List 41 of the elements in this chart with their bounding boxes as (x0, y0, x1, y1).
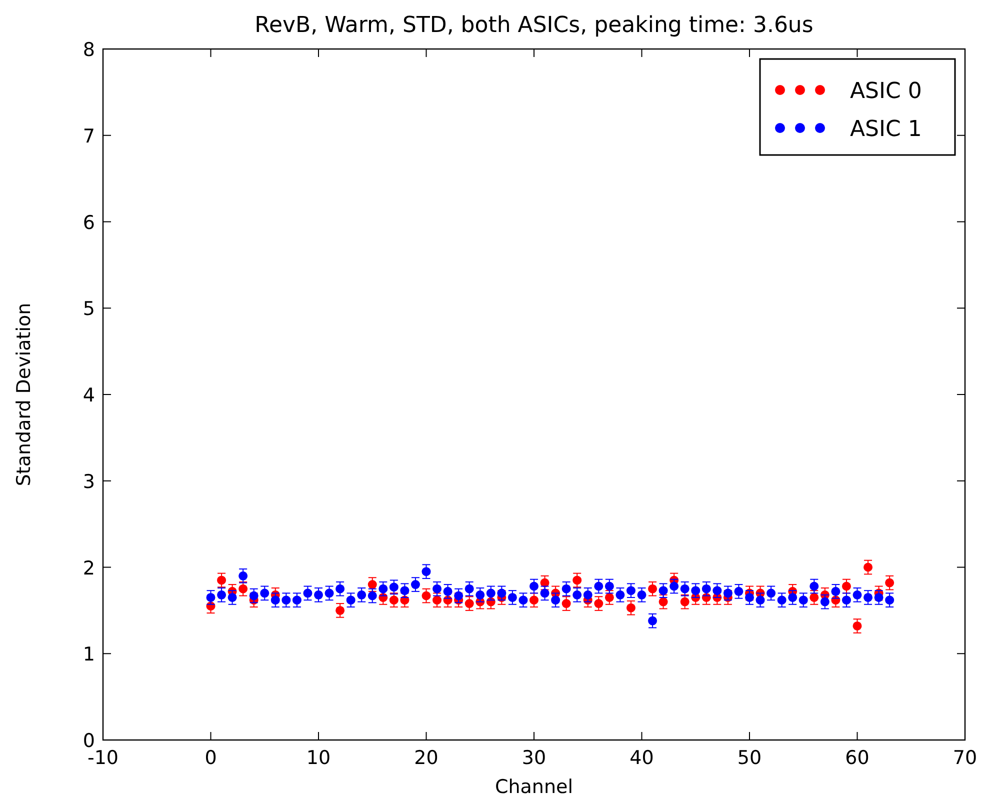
x-tick-label: 10 (306, 747, 331, 769)
y-axis-title: Standard Deviation (13, 302, 35, 486)
x-tick-label: 50 (737, 747, 762, 769)
x-tick-label: 0 (204, 747, 217, 769)
point (389, 596, 398, 605)
point (852, 621, 862, 630)
x-tick-label: 20 (414, 747, 438, 769)
y-tick-label: 6 (82, 212, 95, 234)
point (562, 599, 571, 608)
chart-title: RevB, Warm, STD, both ASICs, peaking time: 3.6us (254, 13, 814, 38)
point (238, 584, 248, 594)
y-tick-label: 5 (82, 298, 95, 320)
point (336, 606, 345, 615)
point (658, 597, 668, 606)
point (217, 576, 226, 585)
y-tick-label: 4 (82, 384, 95, 406)
point (530, 596, 538, 605)
point (594, 599, 604, 608)
y-tick-label: 8 (82, 39, 95, 61)
x-axis-title: Channel (494, 776, 574, 798)
point (540, 578, 550, 588)
y-tick-label: 1 (82, 644, 95, 666)
point (680, 597, 690, 606)
x-tick-label: 70 (952, 747, 978, 769)
legend-label: ASIC 1 (850, 117, 922, 142)
y-tick-label: 7 (82, 125, 95, 148)
y-tick-label: 2 (82, 557, 95, 580)
point (648, 584, 658, 594)
point (885, 578, 894, 588)
point (422, 591, 431, 600)
x-tick-label: 60 (845, 747, 870, 769)
point (572, 576, 582, 585)
point (842, 582, 851, 591)
point (864, 562, 873, 572)
legend-label: ASIC 0 (850, 79, 922, 104)
x-tick-label: 40 (630, 747, 654, 769)
point (432, 596, 442, 605)
y-tick-label: 3 (82, 470, 95, 493)
x-tick-label: 30 (522, 747, 546, 769)
point (626, 603, 636, 612)
point (464, 599, 474, 608)
